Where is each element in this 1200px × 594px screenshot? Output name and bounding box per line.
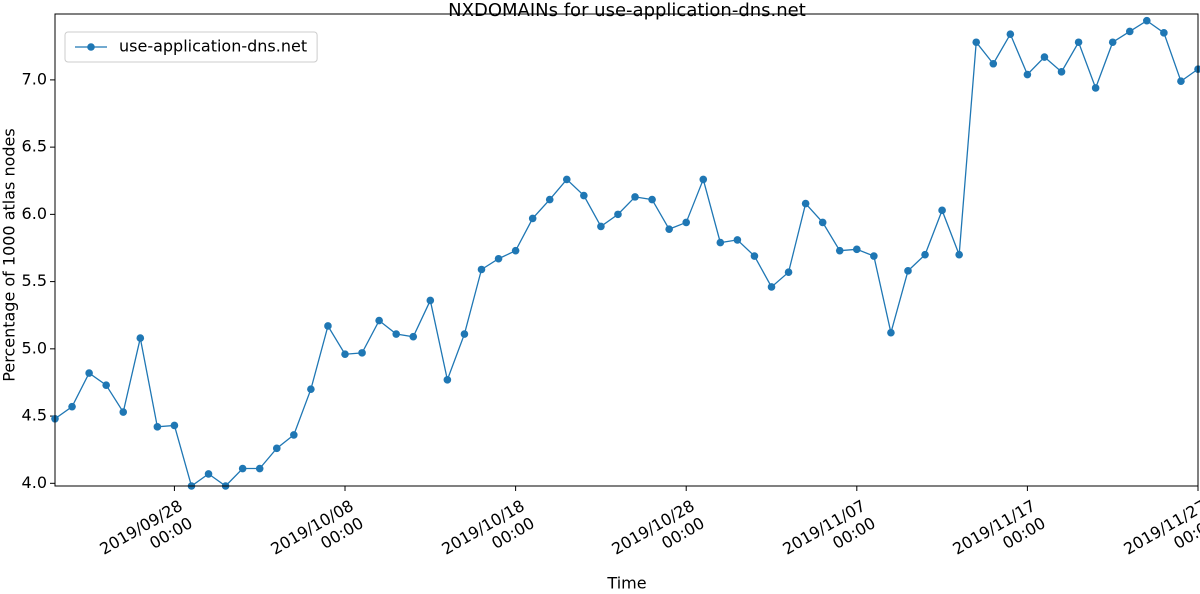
chart-title: NXDOMAINs for use-application-dns.net <box>448 0 806 21</box>
point <box>1057 68 1066 76</box>
point <box>1125 27 1134 36</box>
point <box>699 175 708 184</box>
point <box>1108 38 1117 47</box>
point <box>358 349 366 357</box>
point <box>631 193 639 201</box>
point <box>682 218 691 227</box>
point <box>409 332 418 341</box>
legend-box <box>64 31 318 63</box>
point <box>426 296 435 305</box>
point <box>1040 53 1049 61</box>
legend-marker <box>87 43 95 51</box>
line <box>54 19 1199 488</box>
y-tick-label: 6.0 <box>22 204 47 223</box>
y-tick-label: 5.5 <box>22 271 47 290</box>
point <box>870 252 878 260</box>
point <box>614 210 622 219</box>
point <box>1006 30 1015 38</box>
point <box>511 246 520 255</box>
point <box>733 236 742 244</box>
axes-frame <box>54 13 1199 487</box>
point <box>324 322 332 330</box>
point <box>835 246 844 255</box>
point <box>392 330 400 338</box>
point <box>443 375 452 384</box>
point <box>818 218 827 227</box>
y-tick-label: 7.0 <box>22 69 47 88</box>
point <box>307 385 315 393</box>
point <box>238 464 247 473</box>
point <box>887 328 895 337</box>
point <box>648 195 656 204</box>
y-tick-label: 4.0 <box>22 473 47 492</box>
point <box>255 464 264 473</box>
point <box>1160 29 1168 37</box>
point <box>170 421 179 430</box>
point <box>801 199 810 208</box>
point <box>460 330 469 338</box>
point <box>972 38 981 47</box>
x-axis-label: Time <box>606 574 646 593</box>
point <box>119 408 128 416</box>
point <box>290 431 298 439</box>
y-tick-label: 6.5 <box>22 137 47 156</box>
point <box>136 334 145 342</box>
point <box>153 423 162 431</box>
point <box>1074 38 1083 47</box>
point <box>1177 77 1185 86</box>
point <box>545 195 554 204</box>
point <box>272 444 281 453</box>
point <box>102 381 110 389</box>
point <box>597 222 605 231</box>
y-tick-label: 5.0 <box>22 338 47 357</box>
point <box>1091 84 1100 92</box>
legend-label: use-application-dns.net <box>119 37 307 56</box>
point <box>784 268 793 276</box>
point <box>921 250 929 259</box>
point <box>938 206 946 215</box>
point <box>562 175 571 184</box>
point <box>1023 70 1032 79</box>
y-axis-label: Percentage of 1000 atlas nodes <box>0 128 19 381</box>
point <box>1143 16 1151 25</box>
point <box>528 214 537 223</box>
legend: use-application-dns.net <box>64 31 318 63</box>
point <box>955 250 963 259</box>
point <box>85 369 93 377</box>
point <box>767 283 776 291</box>
point <box>750 252 759 260</box>
y-tick-label: 4.5 <box>22 406 47 425</box>
point <box>375 316 383 325</box>
point <box>204 470 213 478</box>
point <box>580 191 588 200</box>
point <box>989 59 998 68</box>
point <box>68 402 76 411</box>
point <box>1194 65 1200 73</box>
point <box>494 254 503 263</box>
point <box>477 265 486 274</box>
point <box>665 225 673 233</box>
point <box>716 238 725 247</box>
point <box>853 245 861 254</box>
point <box>904 267 912 275</box>
point <box>341 350 349 359</box>
